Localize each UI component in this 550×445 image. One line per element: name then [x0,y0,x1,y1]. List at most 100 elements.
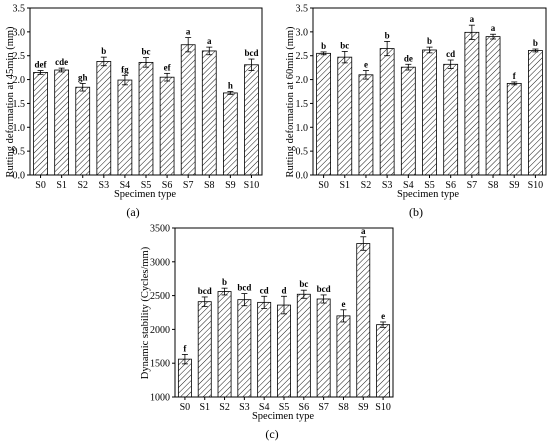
significance-label-s0: def [35,60,48,70]
significance-label-s7: a [186,27,191,37]
x-tick-label-s7: S7 [467,180,478,191]
significance-label-s7: bcd [317,284,331,294]
error-bar-s9 [511,81,518,86]
x-tick-label-s1: S1 [199,402,210,413]
significance-label-s8: e [341,299,345,309]
error-bar-s8 [206,46,213,56]
error-bar-s7 [320,294,327,304]
significance-label-s9: f [513,71,517,81]
error-bar-s6 [447,59,454,69]
significance-label-s0: b [321,41,326,51]
significance-label-s4: fg [121,64,129,74]
x-tick-label-s9: S9 [509,180,520,191]
significance-label-s1: cde [55,57,68,67]
x-tick-label-s2: S2 [219,402,230,413]
error-bar-s3 [241,293,248,307]
significance-label-s8: a [491,23,496,33]
y-tick-label: 1000 [150,393,170,404]
error-bar-s7 [185,37,192,53]
significance-label-s6: cd [446,49,455,59]
bar-s9 [222,92,238,176]
y-tick-label: 0.0 [13,171,26,182]
significance-label-s10: bcd [244,48,258,58]
significance-label-s6: ef [164,62,172,72]
significance-label-s5: bc [142,47,151,57]
x-tick-label-s6: S6 [299,402,310,413]
significance-label-s2: b [222,277,227,287]
y-tick-label: 3.5 [13,4,26,15]
panel-a-ylabel: Rutting deformation at 45min (mm) [5,26,16,178]
error-bar-s1 [341,51,348,64]
bar-s2 [75,86,91,176]
x-tick-label-s10: S10 [375,402,391,413]
panel-c-plot: f S0 bcd S1 b S2 bcd S3 cd S4 d S5 bc S6 bcd S7 e S8 a S9 e S… [150,224,394,413]
panel-c-ylabel: Dynamic stability (Cycles/mm) [140,246,151,379]
significance-label-s9: h [228,81,233,91]
error-bar-s10 [532,48,539,53]
y-tick-label: 2.0 [296,75,309,86]
significance-label-s10: e [381,311,385,321]
bar-s0 [177,358,192,398]
significance-label-s6: bc [299,279,308,289]
significance-label-s9: a [361,226,366,236]
bar-s8 [485,36,501,176]
x-tick-label-s0: S0 [180,402,191,413]
significance-label-s0: f [183,343,187,353]
y-tick-label: 3.0 [13,27,26,38]
x-tick-label-s7: S7 [318,402,329,413]
panel-b: b S0 bc S1 e S2 b S3 de S4 b S5 cd S6 a S7 a S8 f S9 b S10 0.0… [285,4,547,219]
y-tick-label: 2500 [150,291,170,302]
significance-label-s4: cd [260,285,269,295]
bar-s1 [337,56,353,176]
significance-label-s3: bcd [237,283,251,293]
x-tick-label-s7: S7 [183,180,194,191]
significance-label-s8: a [207,36,212,46]
error-bar-s3 [100,56,107,67]
bar-s8 [201,50,217,176]
x-tick-label-s4: S4 [120,180,131,191]
x-tick-label-s1: S1 [56,180,67,191]
x-tick-label-s2: S2 [361,180,372,191]
panel-a-label: (a) [126,205,139,219]
bar-s2 [217,291,232,398]
x-tick-label-s2: S2 [77,180,88,191]
error-bar-s2 [79,82,86,92]
panel-c-xlabel: Specimen type [252,411,314,422]
error-bar-s8 [340,309,347,323]
error-bar-s5 [281,295,287,315]
significance-label-s3: b [385,30,390,40]
significance-label-s7: a [470,14,475,24]
panel-c: f S0 bcd S1 b S2 bcd S3 cd S4 d S5 bc S6 bcd S7 e S8 a S9 e S… [140,224,394,441]
error-bar-s1 [201,296,208,307]
x-tick-label-s3: S3 [382,180,393,191]
x-tick-label-s8: S8 [338,402,349,413]
bar-s6 [159,76,175,176]
bar-s2 [358,74,374,176]
bar-s5 [277,304,291,398]
x-tick-label-s10: S10 [528,180,544,191]
bar-s1 [197,301,212,398]
significance-label-s10: b [533,38,538,48]
x-tick-label-s10: S10 [244,180,260,191]
panel-a-plot: def S0 cde S1 gh S2 b S3 fg S4 bc S5 ef S6 a S7 a S8 h S9 bc… [13,4,263,191]
error-bar-s6 [164,72,171,82]
x-tick-label-s8: S8 [204,180,215,191]
bar-s7 [180,44,196,176]
x-tick-label-s4: S4 [259,402,270,413]
x-tick-label-s9: S9 [225,180,236,191]
y-tick-label: 2.5 [296,51,309,62]
y-tick-label: 1.0 [13,123,26,134]
error-bar-s9 [360,236,367,251]
y-tick-label: 3.0 [296,27,309,38]
significance-label-s4: de [404,53,413,63]
x-tick-label-s6: S6 [162,180,173,191]
x-tick-label-s5: S5 [424,180,435,191]
bar-s5 [138,61,154,176]
x-tick-label-s6: S6 [445,180,456,191]
bar-s6 [443,63,459,176]
significance-label-s3: b [101,46,106,56]
significance-label-s2: e [364,60,368,70]
bar-s3 [379,48,395,176]
y-tick-label: 1.5 [13,99,26,110]
